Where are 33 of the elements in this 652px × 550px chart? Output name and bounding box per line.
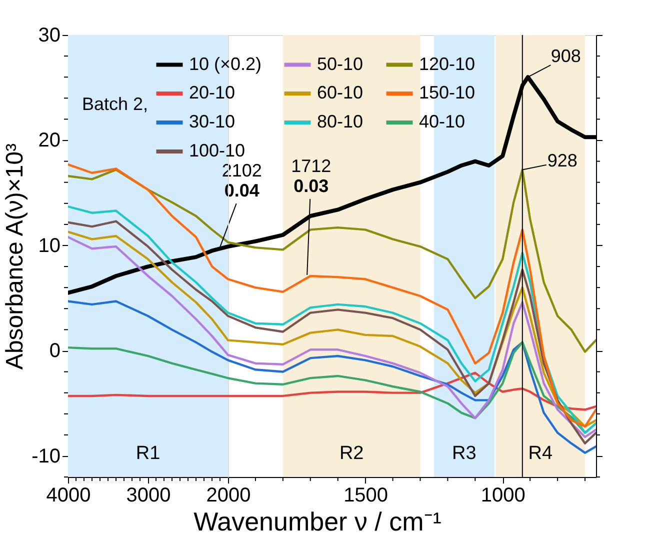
legend-label: 30-10: [189, 112, 236, 132]
annotation: 0.04: [224, 180, 260, 201]
band-label: R3: [452, 443, 476, 464]
y-tick-label: 10: [38, 234, 60, 257]
x-axis-title: Wavenumber ν / cm⁻¹: [194, 506, 442, 536]
band-label: R1: [136, 443, 160, 464]
x-tick-label: 3000: [126, 484, 171, 506]
annotation: 908: [550, 46, 581, 66]
legend-label: 60-10: [317, 82, 364, 102]
annotation: 2102: [222, 160, 262, 181]
band-label: R4: [528, 443, 553, 464]
legend-label: 150-10: [419, 82, 476, 102]
annotation: 0.03: [294, 176, 329, 196]
legend-label: 120-10: [419, 54, 476, 74]
annotation: 1712: [291, 156, 332, 176]
legend-label: 50-10: [317, 54, 364, 74]
legend-title: Batch 2,: [82, 94, 148, 114]
y-axis-title: Absorbance A(ν)×10³: [2, 143, 29, 370]
x-tick-label: 4000: [46, 484, 91, 506]
band-label: R2: [339, 443, 364, 464]
x-tick-label: 1000: [480, 484, 526, 506]
y-tick-label: 20: [38, 130, 60, 152]
x-tick-label: 1500: [344, 484, 388, 506]
legend-label: 20-10: [189, 82, 236, 102]
y-tick-label: 0: [49, 340, 60, 362]
y-tick-label: -10: [32, 445, 60, 468]
annotation: 928: [547, 150, 578, 171]
x-tick-label: 2000: [206, 484, 251, 506]
legend-label: 40-10: [419, 112, 466, 132]
y-tick-label: 30: [38, 24, 60, 46]
legend-label: 10 (×0.2): [189, 54, 262, 74]
legend-label: 100-10: [189, 140, 246, 160]
legend-label: 80-10: [317, 112, 364, 132]
